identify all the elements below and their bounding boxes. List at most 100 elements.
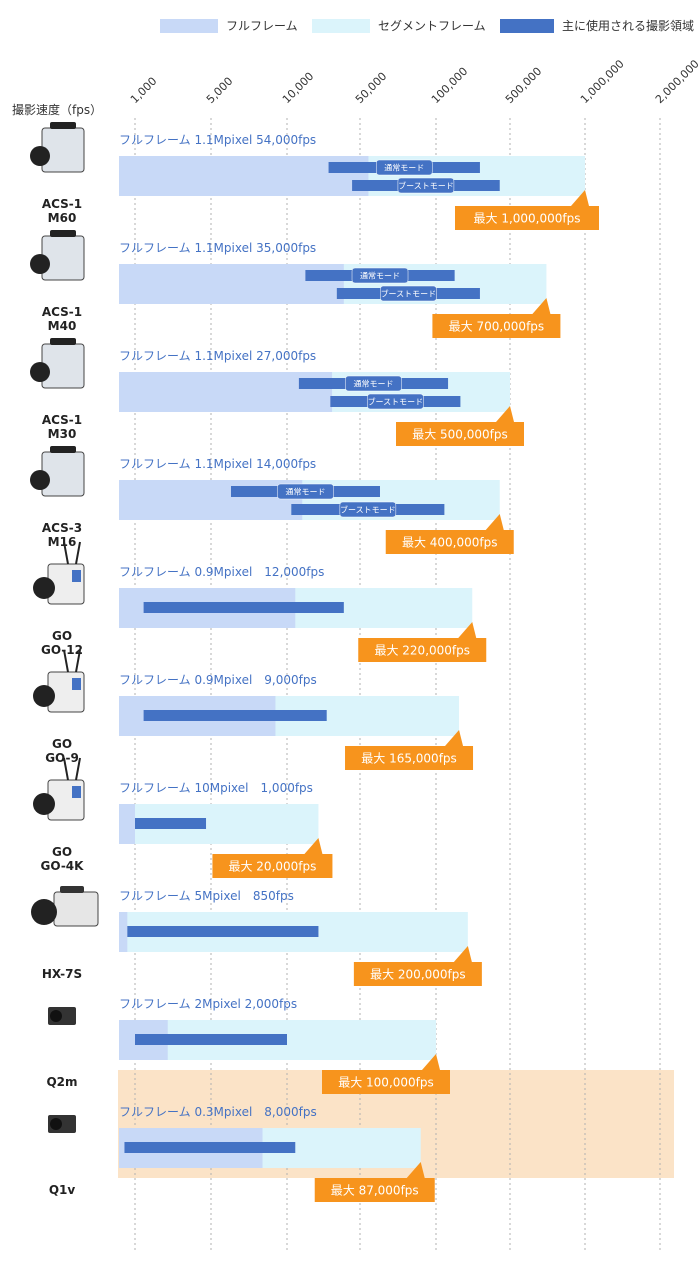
max-callout [314,1178,435,1202]
max-label: 最大 400,000fps [402,536,498,550]
camera-name: M60 [48,211,77,225]
camera-name: GO-12 [41,643,83,657]
mode-pill [380,285,437,302]
camera-name: HX-7S [42,967,82,981]
tick-label: 1,000 [128,75,159,106]
main-range-bar [143,602,344,613]
mode-label: ブーストモード [381,289,437,299]
max-callout-pointer [458,622,477,638]
acs-camera-icon [41,235,85,281]
tick-label: 50,000 [353,70,389,106]
mode-pill [345,375,402,392]
row-title: フルフレーム 1.1Mpixel 27,000fps [119,349,316,363]
max-callout [396,422,524,446]
acs-camera-icon-lens [30,470,50,490]
mode-pill [397,177,455,194]
max-label: 最大 700,000fps [449,320,545,334]
row-title: フルフレーム 1.1Mpixel 14,000fps [119,457,316,471]
q-camera-icon-lens [50,1010,62,1022]
tick-label: 5,000 [204,75,235,106]
mode-pill [375,159,433,176]
go-camera-icon-antenna [75,541,81,565]
tick-label: 1,000,000 [578,57,627,106]
acs-camera-icon [41,127,85,173]
go-camera-icon-antenna [75,649,81,673]
row-title: フルフレーム 0.9Mpixel 12,000fps [119,565,324,579]
full-frame-bar [119,912,128,952]
row-title: フルフレーム 0.9Mpixel 9,000fps [119,673,317,687]
go-camera-icon-badge [72,570,81,582]
max-callout-pointer [485,514,504,530]
tick-label: 10,000 [280,70,316,106]
max-callout [322,1070,450,1094]
max-label: 最大 100,000fps [338,1076,434,1090]
go-camera-icon-lens [33,685,55,707]
axis-title: 撮影速度（fps） [12,102,102,117]
mode-label: 通常モード [285,487,325,497]
go-camera-icon-badge [72,786,81,798]
camera-name: M30 [48,427,77,441]
max-callout [432,314,561,338]
camera-name: GO-4K [41,859,85,873]
mode-label: 通常モード [353,379,393,389]
mode-label: 通常モード [384,163,424,173]
camera-name: Q2m [46,1075,77,1089]
max-callout [353,962,482,986]
row-title: フルフレーム 0.3Mpixel 8,000fps [119,1105,317,1119]
acs-camera-icon-handle [50,338,76,345]
legend-label-segment: セグメントフレーム [378,19,486,33]
mode-label: ブーストモード [340,505,396,515]
acs-camera-icon-lens [30,146,50,166]
max-callout-pointer [496,406,514,422]
legend-label-full: フルフレーム [226,19,298,33]
max-callout [358,638,487,662]
max-label: 最大 500,000fps [412,428,508,442]
mode-pill [339,501,397,518]
go-camera-icon-lens [33,577,55,599]
go-camera-icon-lens [33,793,55,815]
mode-pill [277,483,334,500]
max-callout [345,746,474,770]
max-callout [385,530,514,554]
main-range-bar [143,710,327,721]
go-camera-icon-antenna [63,541,69,565]
max-callout-pointer [445,730,464,746]
max-callout-pointer [304,838,323,854]
camera-name: ACS-1 [42,197,82,211]
tick-label: 500,000 [503,65,544,106]
max-label: 最大 1,000,000fps [474,212,581,226]
acs-camera-icon-lens [30,254,50,274]
max-label: 最大 165,000fps [361,752,457,766]
camera-name: GO [52,845,72,859]
acs-camera-icon-lens [30,362,50,382]
main-range-bar [135,1034,287,1045]
full-frame-bar [119,804,135,844]
max-label: 最大 220,000fps [374,644,470,658]
max-callout-pointer [422,1054,440,1070]
acs-camera-icon-handle [50,122,76,129]
go-camera-icon-antenna [63,757,69,781]
legend-swatch-main [500,19,554,33]
mode-label: 通常モード [360,271,400,281]
row-title: フルフレーム 1.1Mpixel 54,000fps [119,133,316,147]
mode-pill [351,267,409,284]
camera-name: M16 [48,535,77,549]
row-title: フルフレーム 10Mpixel 1,000fps [119,781,313,795]
max-callout-pointer [406,1162,425,1178]
max-callout-pointer [532,298,551,314]
legend-label-main: 主に使用される撮影領域 [562,18,694,33]
go-camera-icon-antenna [63,649,69,673]
main-range-bar [127,926,319,937]
camera-name: GO [52,737,72,751]
tick-label: 2,000,000 [653,57,700,106]
max-label: 最大 20,000fps [228,860,316,874]
camera-name: GO [52,629,72,643]
max-callout-pointer [453,946,472,962]
acs-camera-icon-handle [50,230,76,237]
camera-name: ACS-1 [42,305,82,319]
main-range-bar [135,818,207,829]
mode-pill [367,393,424,410]
camera-name: GO-9 [45,751,79,765]
max-callout [455,206,599,230]
